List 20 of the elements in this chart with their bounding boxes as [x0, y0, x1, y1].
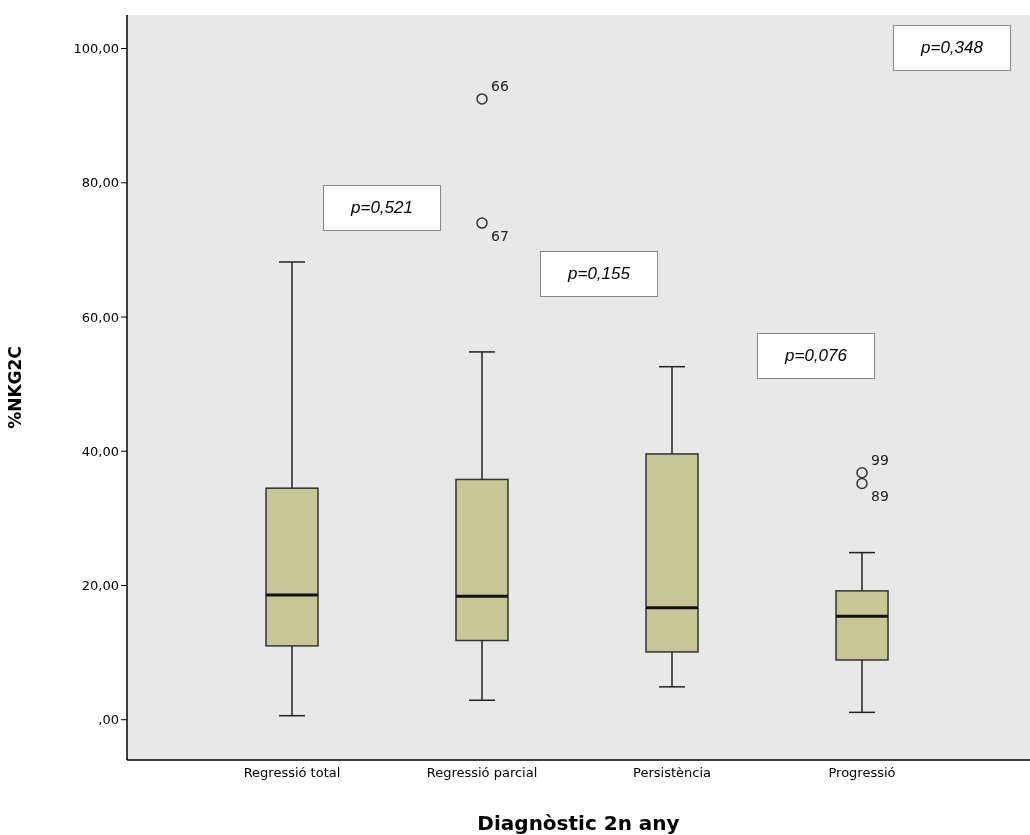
y-tick-label: 20,00 [81, 578, 119, 594]
y-tick-label: 80,00 [81, 175, 119, 191]
annotation: 66 [491, 77, 509, 94]
x-tick-label: Regressió total [243, 765, 341, 781]
x-tick-label: Persistència [633, 765, 711, 781]
y-tick-label: 40,00 [81, 443, 119, 459]
y-tick-label: 100,00 [73, 41, 119, 57]
note-frame: p=0,348 [893, 25, 1011, 71]
note-frame: p=0,155 [540, 251, 658, 297]
annotation: 99 [871, 451, 889, 468]
y-tick-label: 60,00 [81, 309, 119, 325]
annotation: 89 [871, 488, 889, 505]
y-axis-title: %NKG2C [5, 346, 26, 429]
note-frame: p=0,521 [323, 185, 441, 231]
annotation: 67 [491, 228, 509, 245]
x-tick-label: Regressió parcial [426, 765, 538, 781]
x-axis-title: Diagnòstic 2n any [477, 811, 680, 835]
note-frame: p=0,076 [757, 333, 875, 379]
y-tick-label: ,00 [98, 712, 119, 728]
x-tick-label: Progressió [828, 765, 896, 781]
